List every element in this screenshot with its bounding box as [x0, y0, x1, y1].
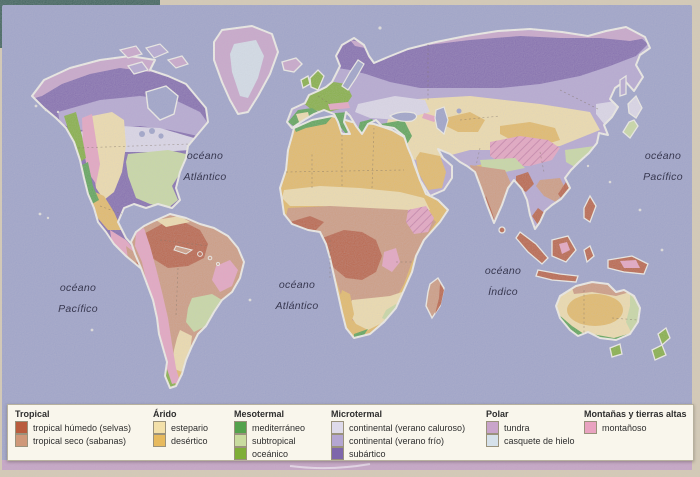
- legend-item-label: mediterráneo: [252, 422, 306, 433]
- legend-swatch-mediterraneo: [234, 420, 247, 434]
- legend-item-label: subártico: [349, 448, 386, 459]
- legend-item-label: montañoso: [602, 422, 647, 433]
- legend-group-title: Polar: [486, 409, 509, 419]
- legend-group-title: Montañas y tierras altas: [584, 409, 687, 419]
- map-legend: Tropical tropical húmedo (selvas) tropic…: [7, 404, 694, 461]
- legend-swatch-estepario: [153, 420, 166, 434]
- legend-swatch-tropical-seco: [15, 433, 28, 447]
- legend-group-title: Microtermal: [331, 409, 383, 419]
- legend-group-tropical: Tropical tropical húmedo (selvas) tropic…: [15, 409, 131, 447]
- legend-group-title: Tropical: [15, 409, 50, 419]
- legend-swatch-subtropical: [234, 433, 247, 447]
- legend-swatch-tropical-humedo: [15, 420, 28, 434]
- legend-group-title: Árido: [153, 409, 177, 419]
- legend-item-label: continental (verano frío): [349, 435, 445, 446]
- legend-group-montanas: Montañas y tierras altas montañoso: [584, 409, 687, 434]
- legend-group-mesotermal: Mesotermal mediterráneo subtropical oceá…: [234, 409, 305, 460]
- legend-item-label: tundra: [504, 422, 530, 433]
- legend-swatch-oceanico: [234, 446, 247, 460]
- legend-item-label: casquete de hielo: [504, 435, 575, 446]
- legend-item-label: estepario: [171, 422, 209, 433]
- legend-swatch-tundra: [486, 420, 499, 434]
- legend-group-microtermal: Microtermal continental (verano caluroso…: [331, 409, 465, 460]
- legend-swatch-subartico: [331, 446, 344, 460]
- legend-swatch-hielo: [486, 433, 499, 447]
- legend-swatch-cont-frio: [331, 433, 344, 447]
- legend-item-label: continental (verano caluroso): [349, 422, 466, 433]
- legend-item-label: subtropical: [252, 435, 296, 446]
- legend-item-label: tropical húmedo (selvas): [33, 422, 132, 433]
- legend-swatch-cont-caluroso: [331, 420, 344, 434]
- legend-swatch-desertico: [153, 433, 166, 447]
- legend-item-label: tropical seco (sabanas): [33, 435, 127, 446]
- legend-item-label: oceánico: [252, 448, 289, 459]
- legend-swatch-montanoso: [584, 420, 597, 434]
- legend-item-label: desértico: [171, 435, 208, 446]
- legend-group-polar: Polar tundra casquete de hielo: [486, 409, 575, 447]
- legend-group-title: Mesotermal: [234, 409, 285, 419]
- legend-group-arido: Árido estepario desértico: [153, 409, 208, 447]
